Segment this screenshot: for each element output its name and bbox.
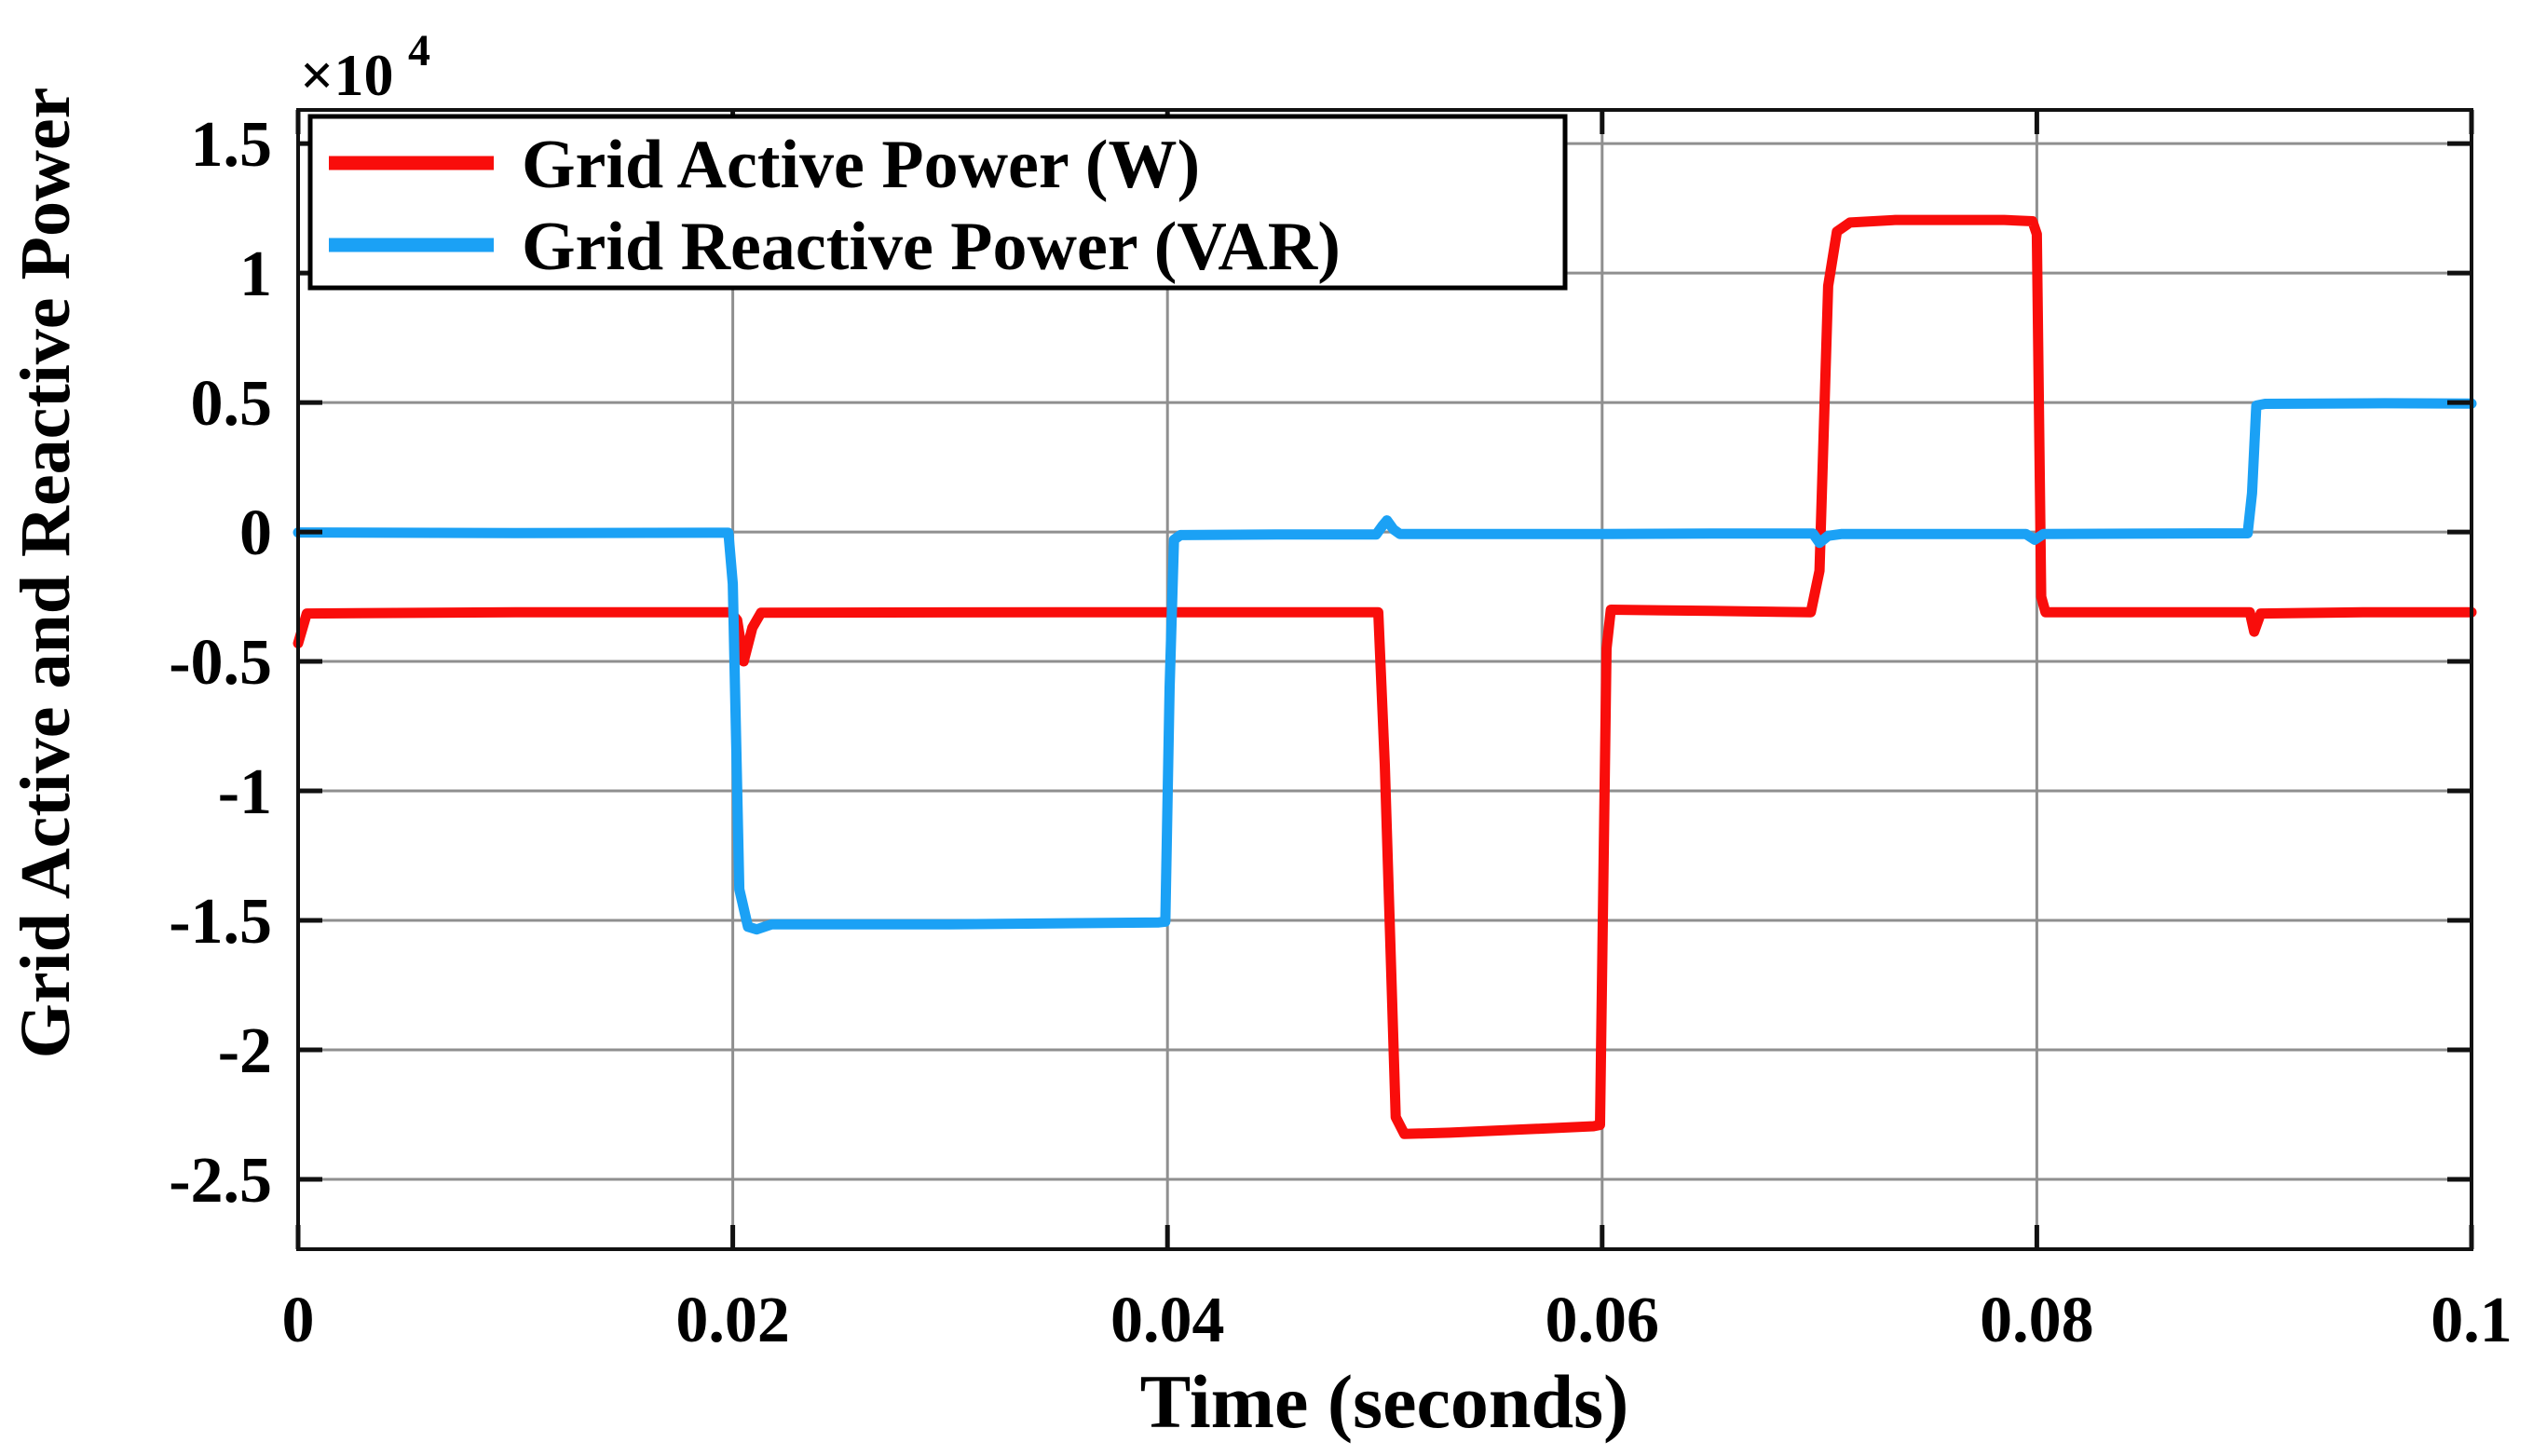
x-tick-label: 0.06: [1546, 1285, 1660, 1356]
y-axis-multiplier-exponent: 4: [408, 26, 430, 75]
y-tick-label: -0.5: [169, 627, 272, 699]
y-tick-label: -2: [218, 1015, 272, 1087]
y-tick-label: -1.5: [169, 886, 272, 958]
x-tick-label: 0.1: [2431, 1285, 2513, 1356]
x-tick-label: 0: [282, 1285, 315, 1356]
x-tick-label: 0.04: [1110, 1285, 1225, 1356]
legend: Grid Active Power (W) Grid Reactive Powe…: [307, 114, 1568, 291]
series-layer: [293, 214, 2477, 1139]
x-tick-label: 0.08: [1980, 1285, 2094, 1356]
y-axis-label: Grid Active and Reactive Power: [7, 88, 85, 1059]
plot-border: [296, 108, 2473, 1251]
y-tick-label: 0: [239, 497, 272, 569]
series-line-active-power: [293, 214, 2477, 1139]
y-tick-label: 0.5: [191, 368, 273, 440]
legend-label-reactive-power: Grid Reactive Power (VAR): [522, 209, 1341, 285]
tick-label-layer: 0 0.02 0.04 0.06 0.08 0.1 1.5 1 0.5 0 -0.5 -1 -1.5 -2…: [169, 109, 2513, 1356]
x-axis-label: Time (seconds): [1140, 1359, 1629, 1444]
y-axis-multiplier-base: ×10: [300, 42, 393, 108]
y-tick-label: 1: [239, 238, 272, 310]
y-tick-label: -2.5: [169, 1145, 272, 1217]
y-tick-label: -1: [218, 756, 272, 828]
series-line-reactive-power: [293, 398, 2477, 935]
legend-label-active-power: Grid Active Power (W): [522, 127, 1200, 203]
x-tick-label: 0.02: [675, 1285, 790, 1356]
legend-box: [307, 114, 1568, 291]
y-tick-label: 1.5: [191, 109, 273, 181]
